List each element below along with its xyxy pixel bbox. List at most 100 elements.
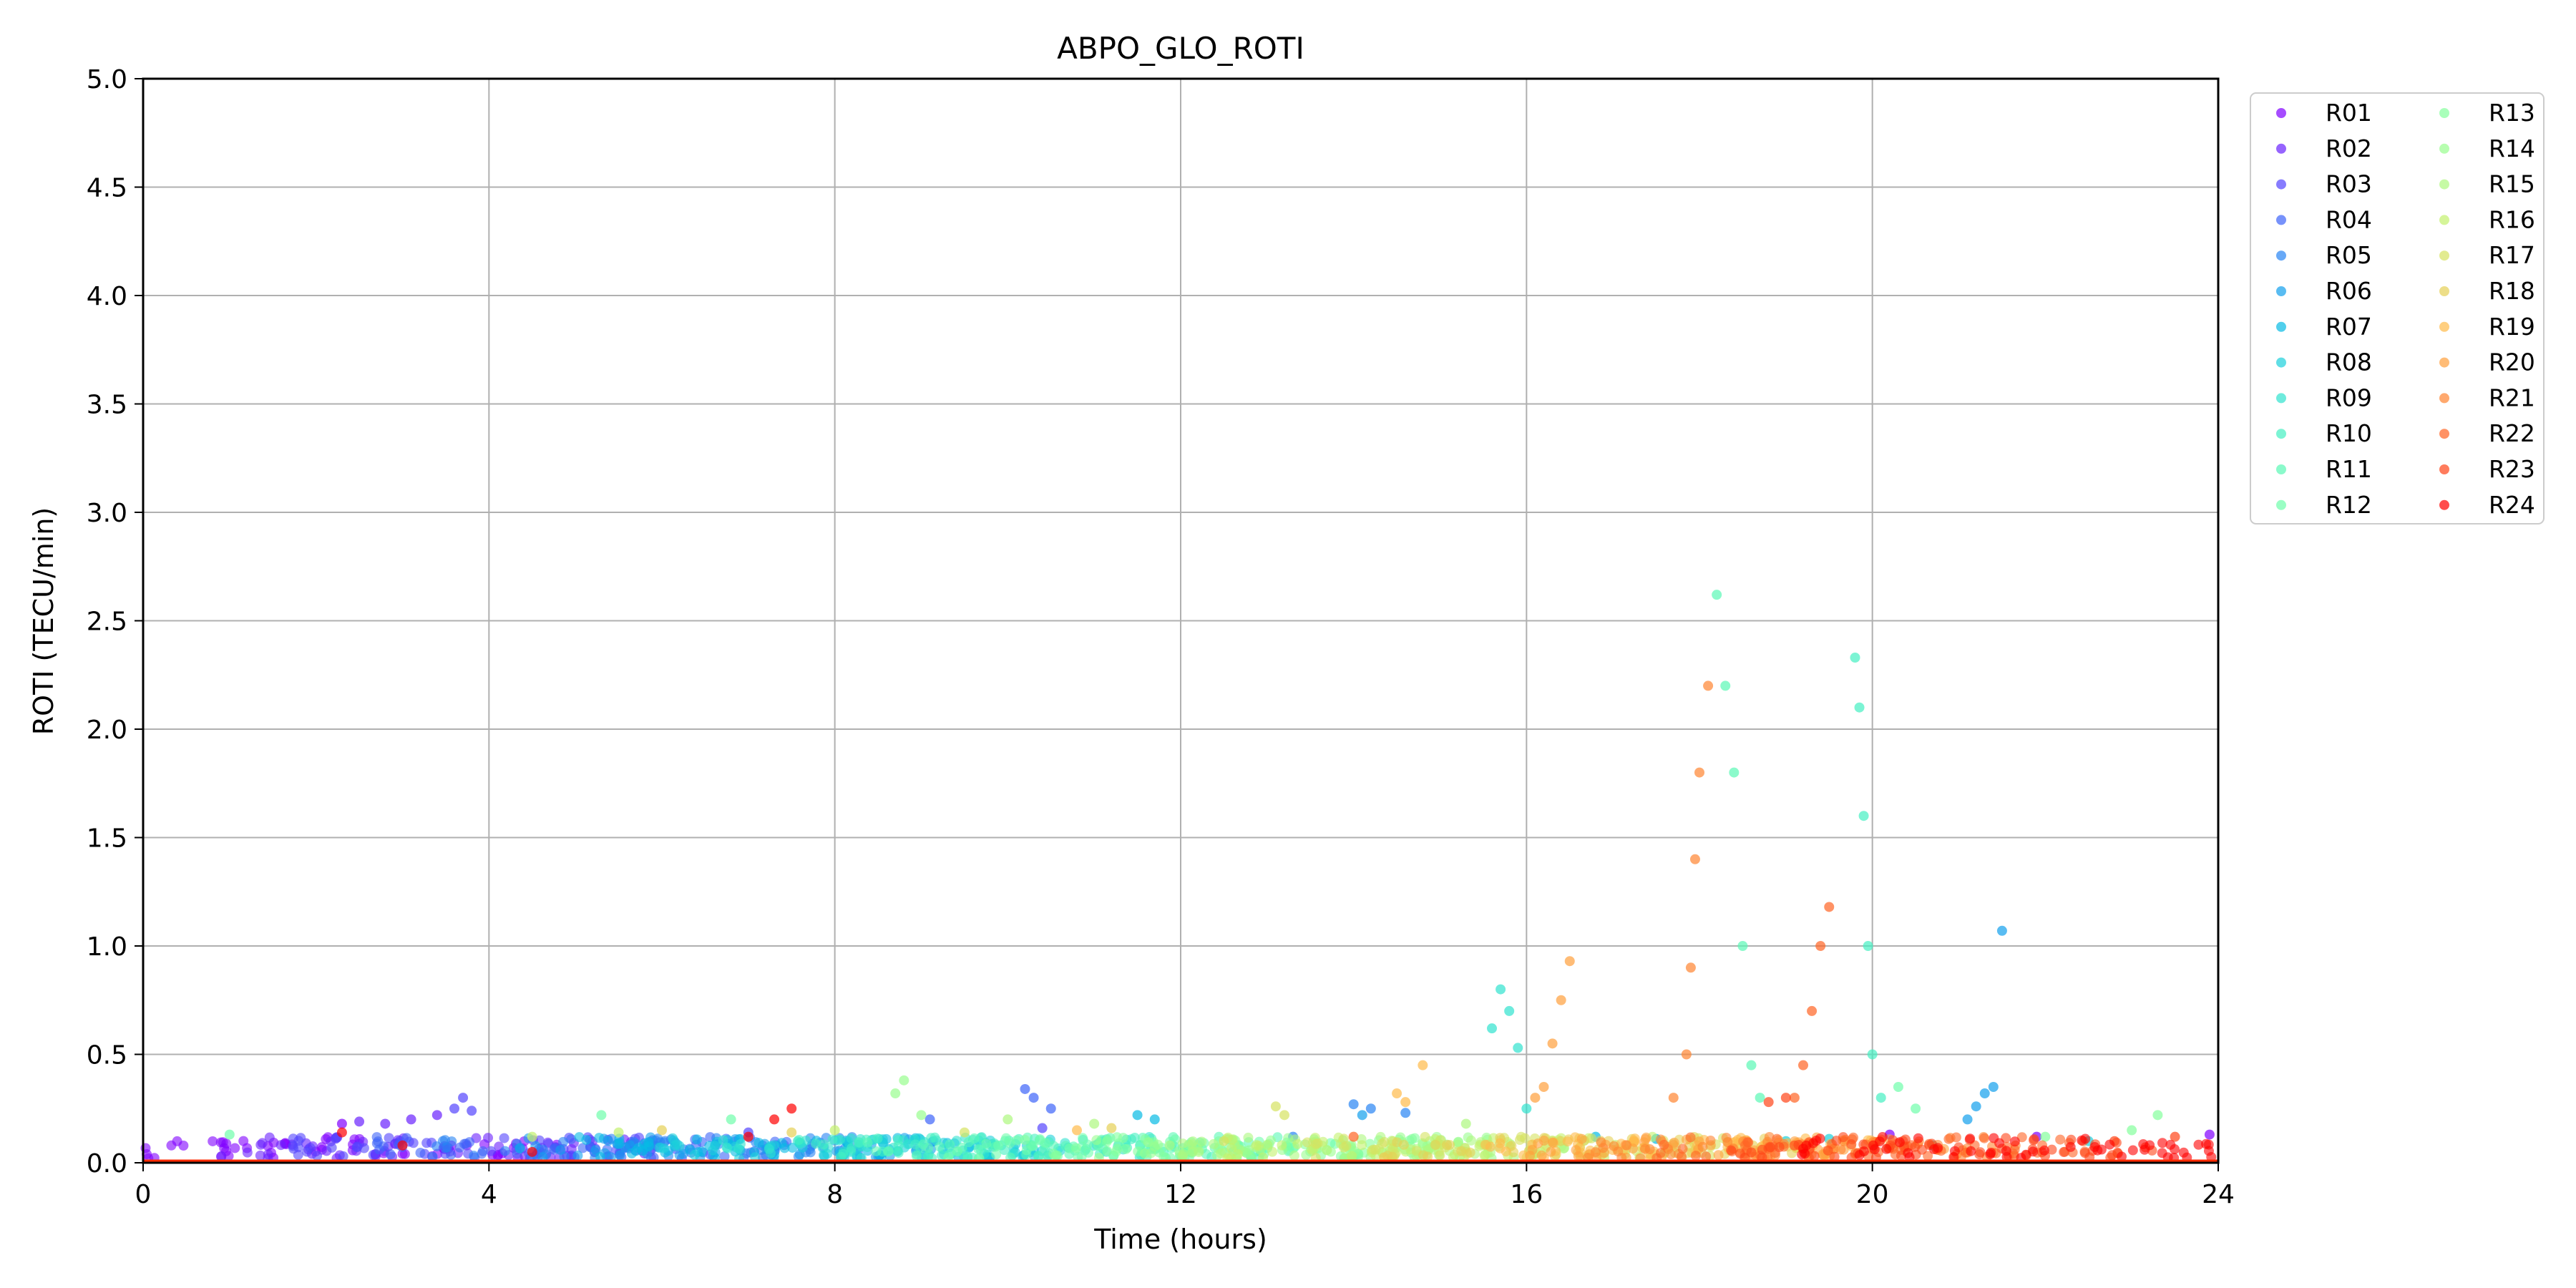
baseline-point xyxy=(1801,1140,1812,1151)
baseline-point xyxy=(952,1146,962,1156)
baseline-point xyxy=(827,1134,838,1145)
data-point xyxy=(1824,902,1835,912)
baseline-point xyxy=(2117,1151,2127,1162)
baseline-point xyxy=(1894,1137,1905,1148)
baseline-point xyxy=(1398,1139,1409,1150)
data-point xyxy=(1988,1081,1999,1092)
baseline-point xyxy=(1525,1151,1536,1161)
data-point xyxy=(527,1131,537,1142)
baseline-point xyxy=(2029,1134,2039,1145)
baseline-point xyxy=(1629,1133,1640,1144)
baseline-point xyxy=(639,1138,650,1149)
data-point xyxy=(1703,680,1714,691)
legend-label: R12 xyxy=(2326,491,2372,519)
baseline-point xyxy=(892,1134,903,1145)
baseline-point xyxy=(1001,1133,1012,1143)
baseline-point xyxy=(930,1132,940,1143)
data-point xyxy=(1460,1118,1471,1129)
data-point xyxy=(1729,767,1740,778)
baseline-point xyxy=(421,1138,432,1148)
baseline-point xyxy=(2096,1144,2107,1155)
legend-marker xyxy=(2276,143,2286,154)
data-point xyxy=(1089,1118,1100,1129)
series-r22 xyxy=(1348,902,2090,1163)
x-axis-ticks: 0 4 8 12 16 20 24 xyxy=(135,1163,2235,1209)
legend-marker xyxy=(2439,499,2449,510)
baseline-point xyxy=(1048,1148,1059,1159)
baseline-point xyxy=(626,1148,637,1158)
baseline-point xyxy=(1869,1144,1880,1155)
baseline-point xyxy=(1465,1147,1475,1158)
baseline-point xyxy=(1877,1131,1888,1142)
baseline-point xyxy=(615,1150,625,1161)
baseline-point xyxy=(1811,1136,1822,1146)
baseline-point xyxy=(1126,1134,1136,1145)
baseline-point xyxy=(223,1151,234,1161)
y-tick-label: 5.0 xyxy=(87,65,127,94)
legend-label: R24 xyxy=(2489,491,2535,519)
baseline-point xyxy=(275,1140,286,1151)
baseline-point xyxy=(1655,1148,1666,1158)
baseline-point xyxy=(1143,1137,1153,1148)
baseline-point xyxy=(385,1149,396,1160)
baseline-point xyxy=(1965,1133,1976,1144)
baseline-point xyxy=(981,1138,992,1149)
baseline-point xyxy=(1742,1137,1753,1148)
data-point xyxy=(458,1093,469,1103)
baseline-point xyxy=(882,1146,893,1157)
data-point xyxy=(1521,1103,1532,1114)
baseline-point xyxy=(962,1151,973,1162)
data-point xyxy=(1400,1097,1411,1108)
baseline-point xyxy=(595,1151,606,1162)
legend-label: R01 xyxy=(2326,99,2372,127)
baseline-point xyxy=(1726,1145,1737,1156)
baseline-point xyxy=(674,1150,685,1161)
legend-label: R14 xyxy=(2489,135,2535,162)
baseline-point xyxy=(1975,1147,1986,1158)
baseline-point xyxy=(2046,1144,2057,1155)
baseline-point xyxy=(427,1151,438,1162)
baseline-point xyxy=(1011,1135,1022,1146)
data-point xyxy=(1106,1123,1117,1133)
legend-marker xyxy=(2439,357,2449,368)
baseline-point xyxy=(514,1143,525,1153)
data-point xyxy=(336,1118,347,1129)
data-point xyxy=(336,1127,347,1138)
baseline-point xyxy=(1644,1144,1655,1155)
baseline-point xyxy=(2193,1139,2204,1150)
baseline-point xyxy=(1676,1151,1687,1162)
y-axis-ticks: 0.0 0.5 1.0 1.5 2.0 2.5 3.0 3.5 4.0 4.5 5.0 xyxy=(87,65,143,1179)
baseline-point xyxy=(1292,1138,1303,1149)
data-point xyxy=(1538,1081,1549,1092)
baseline-point xyxy=(2065,1141,2076,1152)
data-point xyxy=(1971,1101,1981,1112)
baseline-point xyxy=(1690,1151,1701,1161)
baseline-point xyxy=(1289,1150,1299,1161)
baseline-point xyxy=(384,1133,394,1143)
baseline-point xyxy=(721,1142,732,1153)
baseline-point xyxy=(293,1136,304,1146)
baseline-point xyxy=(1338,1142,1349,1153)
baseline-point xyxy=(818,1150,829,1161)
baseline-point xyxy=(1277,1140,1287,1151)
baseline-point xyxy=(1598,1143,1609,1153)
series-r24 xyxy=(336,1103,2217,1163)
baseline-point xyxy=(753,1138,764,1148)
baseline-point xyxy=(1028,1141,1038,1151)
chart-title: ABPO_GLO_ROTI xyxy=(1057,31,1304,66)
baseline-point xyxy=(338,1151,348,1161)
baseline-point xyxy=(1196,1136,1207,1147)
data-point xyxy=(1807,1005,1818,1016)
legend-label: R16 xyxy=(2489,205,2535,233)
data-point xyxy=(397,1140,408,1151)
data-point xyxy=(1496,984,1506,995)
data-point xyxy=(1681,1049,1692,1060)
baseline-point xyxy=(1986,1148,1996,1158)
baseline-point xyxy=(872,1133,883,1144)
baseline-point xyxy=(1194,1147,1204,1158)
legend-marker xyxy=(2439,250,2449,261)
y-tick-label: 4.5 xyxy=(87,174,127,203)
baseline-point xyxy=(1846,1139,1857,1150)
data-point xyxy=(1755,1093,1765,1103)
